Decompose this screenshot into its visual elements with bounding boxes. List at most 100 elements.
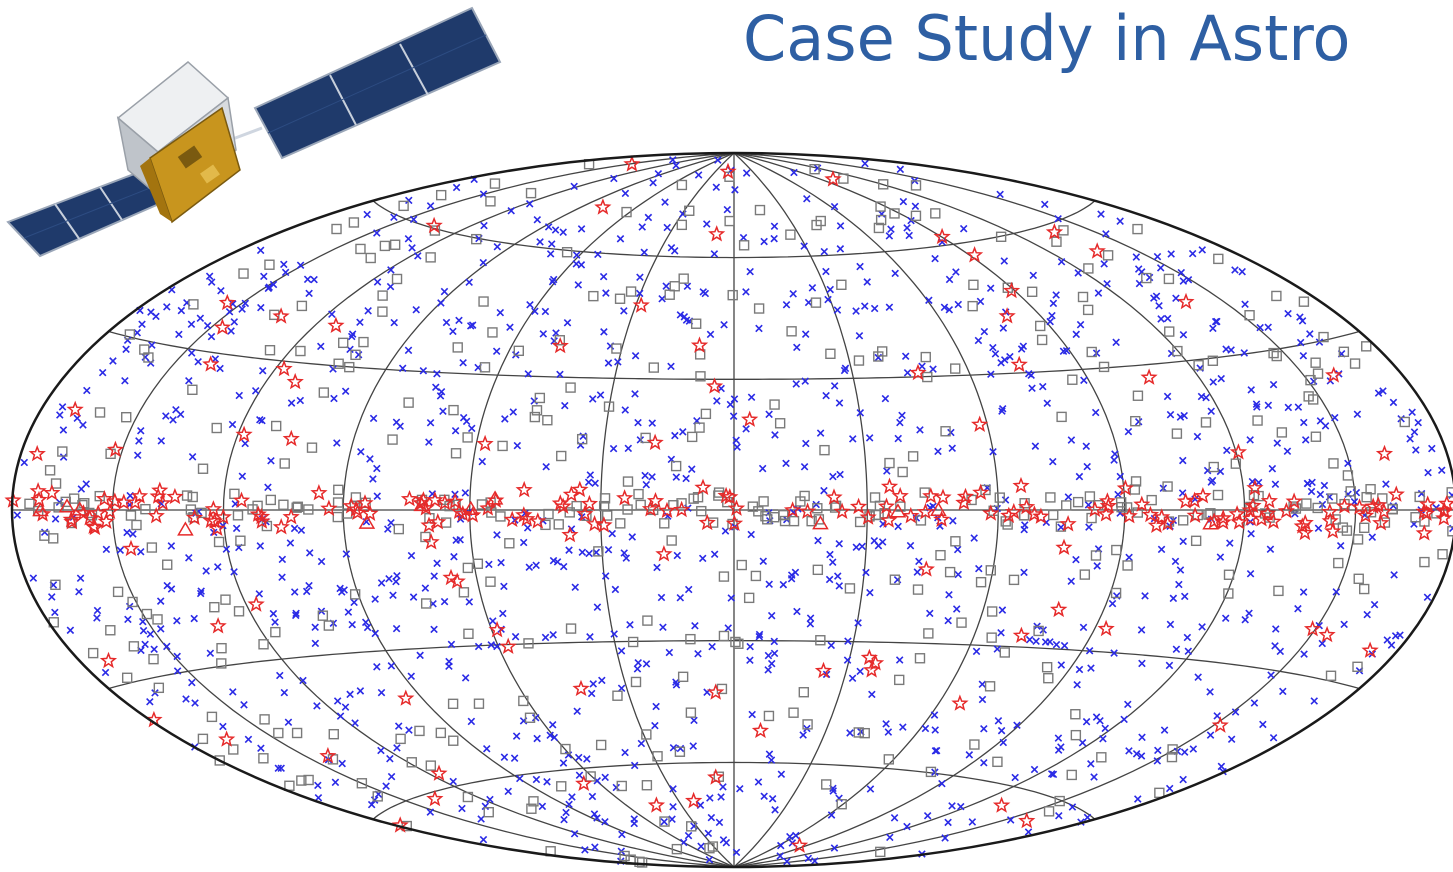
cross-marker bbox=[868, 690, 876, 699]
cross-marker bbox=[191, 699, 199, 707]
cross-marker bbox=[56, 411, 64, 419]
cross-marker bbox=[1206, 688, 1214, 696]
star-marker bbox=[1120, 506, 1138, 524]
cross-marker bbox=[1300, 650, 1308, 658]
cross-marker bbox=[956, 802, 965, 811]
cross-marker bbox=[1049, 299, 1058, 308]
square-marker bbox=[377, 306, 388, 317]
square-marker bbox=[994, 492, 1005, 503]
square-marker bbox=[1026, 286, 1038, 297]
cross-marker bbox=[661, 198, 669, 206]
triangle-marker bbox=[32, 501, 49, 517]
cross-marker bbox=[747, 530, 755, 539]
square-marker bbox=[495, 511, 506, 522]
square-marker bbox=[258, 639, 269, 650]
square-marker bbox=[328, 728, 339, 740]
cross-marker bbox=[276, 671, 284, 680]
star-marker bbox=[690, 336, 709, 353]
cross-marker bbox=[801, 330, 810, 338]
cross-marker bbox=[1368, 533, 1377, 541]
star-marker bbox=[106, 440, 125, 458]
cross-marker bbox=[764, 651, 773, 660]
cross-marker bbox=[1406, 435, 1414, 443]
square-marker bbox=[389, 239, 401, 250]
square-marker bbox=[1310, 357, 1321, 368]
cross-marker bbox=[1110, 456, 1118, 464]
star-marker bbox=[909, 363, 927, 381]
cross-marker bbox=[493, 642, 501, 651]
square-marker bbox=[686, 431, 698, 443]
cross-marker bbox=[894, 522, 902, 531]
square-marker bbox=[593, 546, 604, 557]
star-marker bbox=[594, 198, 612, 215]
cross-marker bbox=[479, 258, 488, 267]
square-marker bbox=[124, 329, 136, 340]
cross-marker bbox=[1271, 642, 1279, 650]
cross-marker bbox=[1301, 436, 1310, 444]
cross-marker bbox=[1072, 555, 1080, 564]
cross-marker bbox=[998, 606, 1007, 614]
cross-marker bbox=[1102, 230, 1110, 238]
square-marker bbox=[153, 682, 165, 694]
square-marker bbox=[1048, 509, 1059, 521]
cross-marker bbox=[719, 783, 727, 791]
cross-marker bbox=[826, 550, 834, 559]
cross-marker bbox=[755, 632, 764, 641]
cross-marker bbox=[387, 519, 395, 527]
star-marker bbox=[1140, 368, 1158, 385]
cross-marker bbox=[974, 336, 983, 345]
square-marker bbox=[1342, 470, 1354, 481]
cross-marker bbox=[1067, 577, 1076, 586]
star-marker bbox=[798, 502, 817, 519]
cross-marker bbox=[539, 330, 548, 338]
square-marker bbox=[1084, 491, 1096, 502]
triangle-marker bbox=[58, 498, 76, 513]
cross-marker bbox=[1038, 382, 1047, 391]
cross-marker bbox=[618, 830, 626, 839]
square-marker bbox=[686, 821, 697, 832]
cross-marker bbox=[373, 278, 382, 286]
cross-marker bbox=[812, 500, 820, 509]
star-marker bbox=[1002, 281, 1021, 299]
cross-marker bbox=[841, 364, 850, 373]
star-marker bbox=[397, 689, 415, 706]
cross-marker bbox=[1223, 446, 1231, 455]
square-marker bbox=[534, 392, 546, 404]
cross-marker bbox=[396, 422, 404, 431]
star-marker bbox=[562, 485, 581, 503]
cross-marker bbox=[732, 436, 740, 445]
cross-marker bbox=[653, 563, 661, 572]
cross-marker bbox=[1047, 770, 1056, 778]
star-marker bbox=[66, 400, 84, 418]
cross-marker bbox=[854, 619, 862, 627]
square-marker bbox=[707, 841, 719, 852]
map-outline bbox=[10, 151, 1453, 869]
cross-marker bbox=[820, 486, 828, 495]
square-marker bbox=[599, 493, 611, 504]
cross-marker bbox=[644, 213, 653, 222]
square-marker bbox=[1121, 502, 1133, 513]
star-marker bbox=[253, 512, 271, 529]
cross-marker bbox=[1316, 490, 1325, 499]
square-marker bbox=[450, 448, 462, 459]
cross-marker bbox=[1206, 731, 1215, 739]
cross-marker bbox=[1269, 380, 1278, 389]
star-marker bbox=[902, 506, 920, 524]
cross-marker bbox=[771, 431, 779, 439]
square-marker bbox=[131, 519, 142, 531]
cross-marker bbox=[303, 275, 312, 284]
cross-marker bbox=[292, 609, 300, 618]
square-marker bbox=[125, 510, 137, 521]
cross-marker bbox=[1382, 480, 1390, 488]
cross-marker bbox=[366, 455, 374, 463]
square-marker bbox=[395, 733, 406, 745]
cross-marker bbox=[1253, 403, 1261, 411]
star-marker bbox=[698, 513, 716, 531]
cross-marker bbox=[229, 688, 237, 696]
star-marker bbox=[1059, 514, 1077, 532]
square-marker bbox=[1116, 501, 1127, 513]
cross-marker bbox=[202, 567, 210, 575]
cross-marker bbox=[501, 415, 509, 423]
square-marker bbox=[674, 746, 686, 757]
square-marker bbox=[897, 466, 908, 478]
